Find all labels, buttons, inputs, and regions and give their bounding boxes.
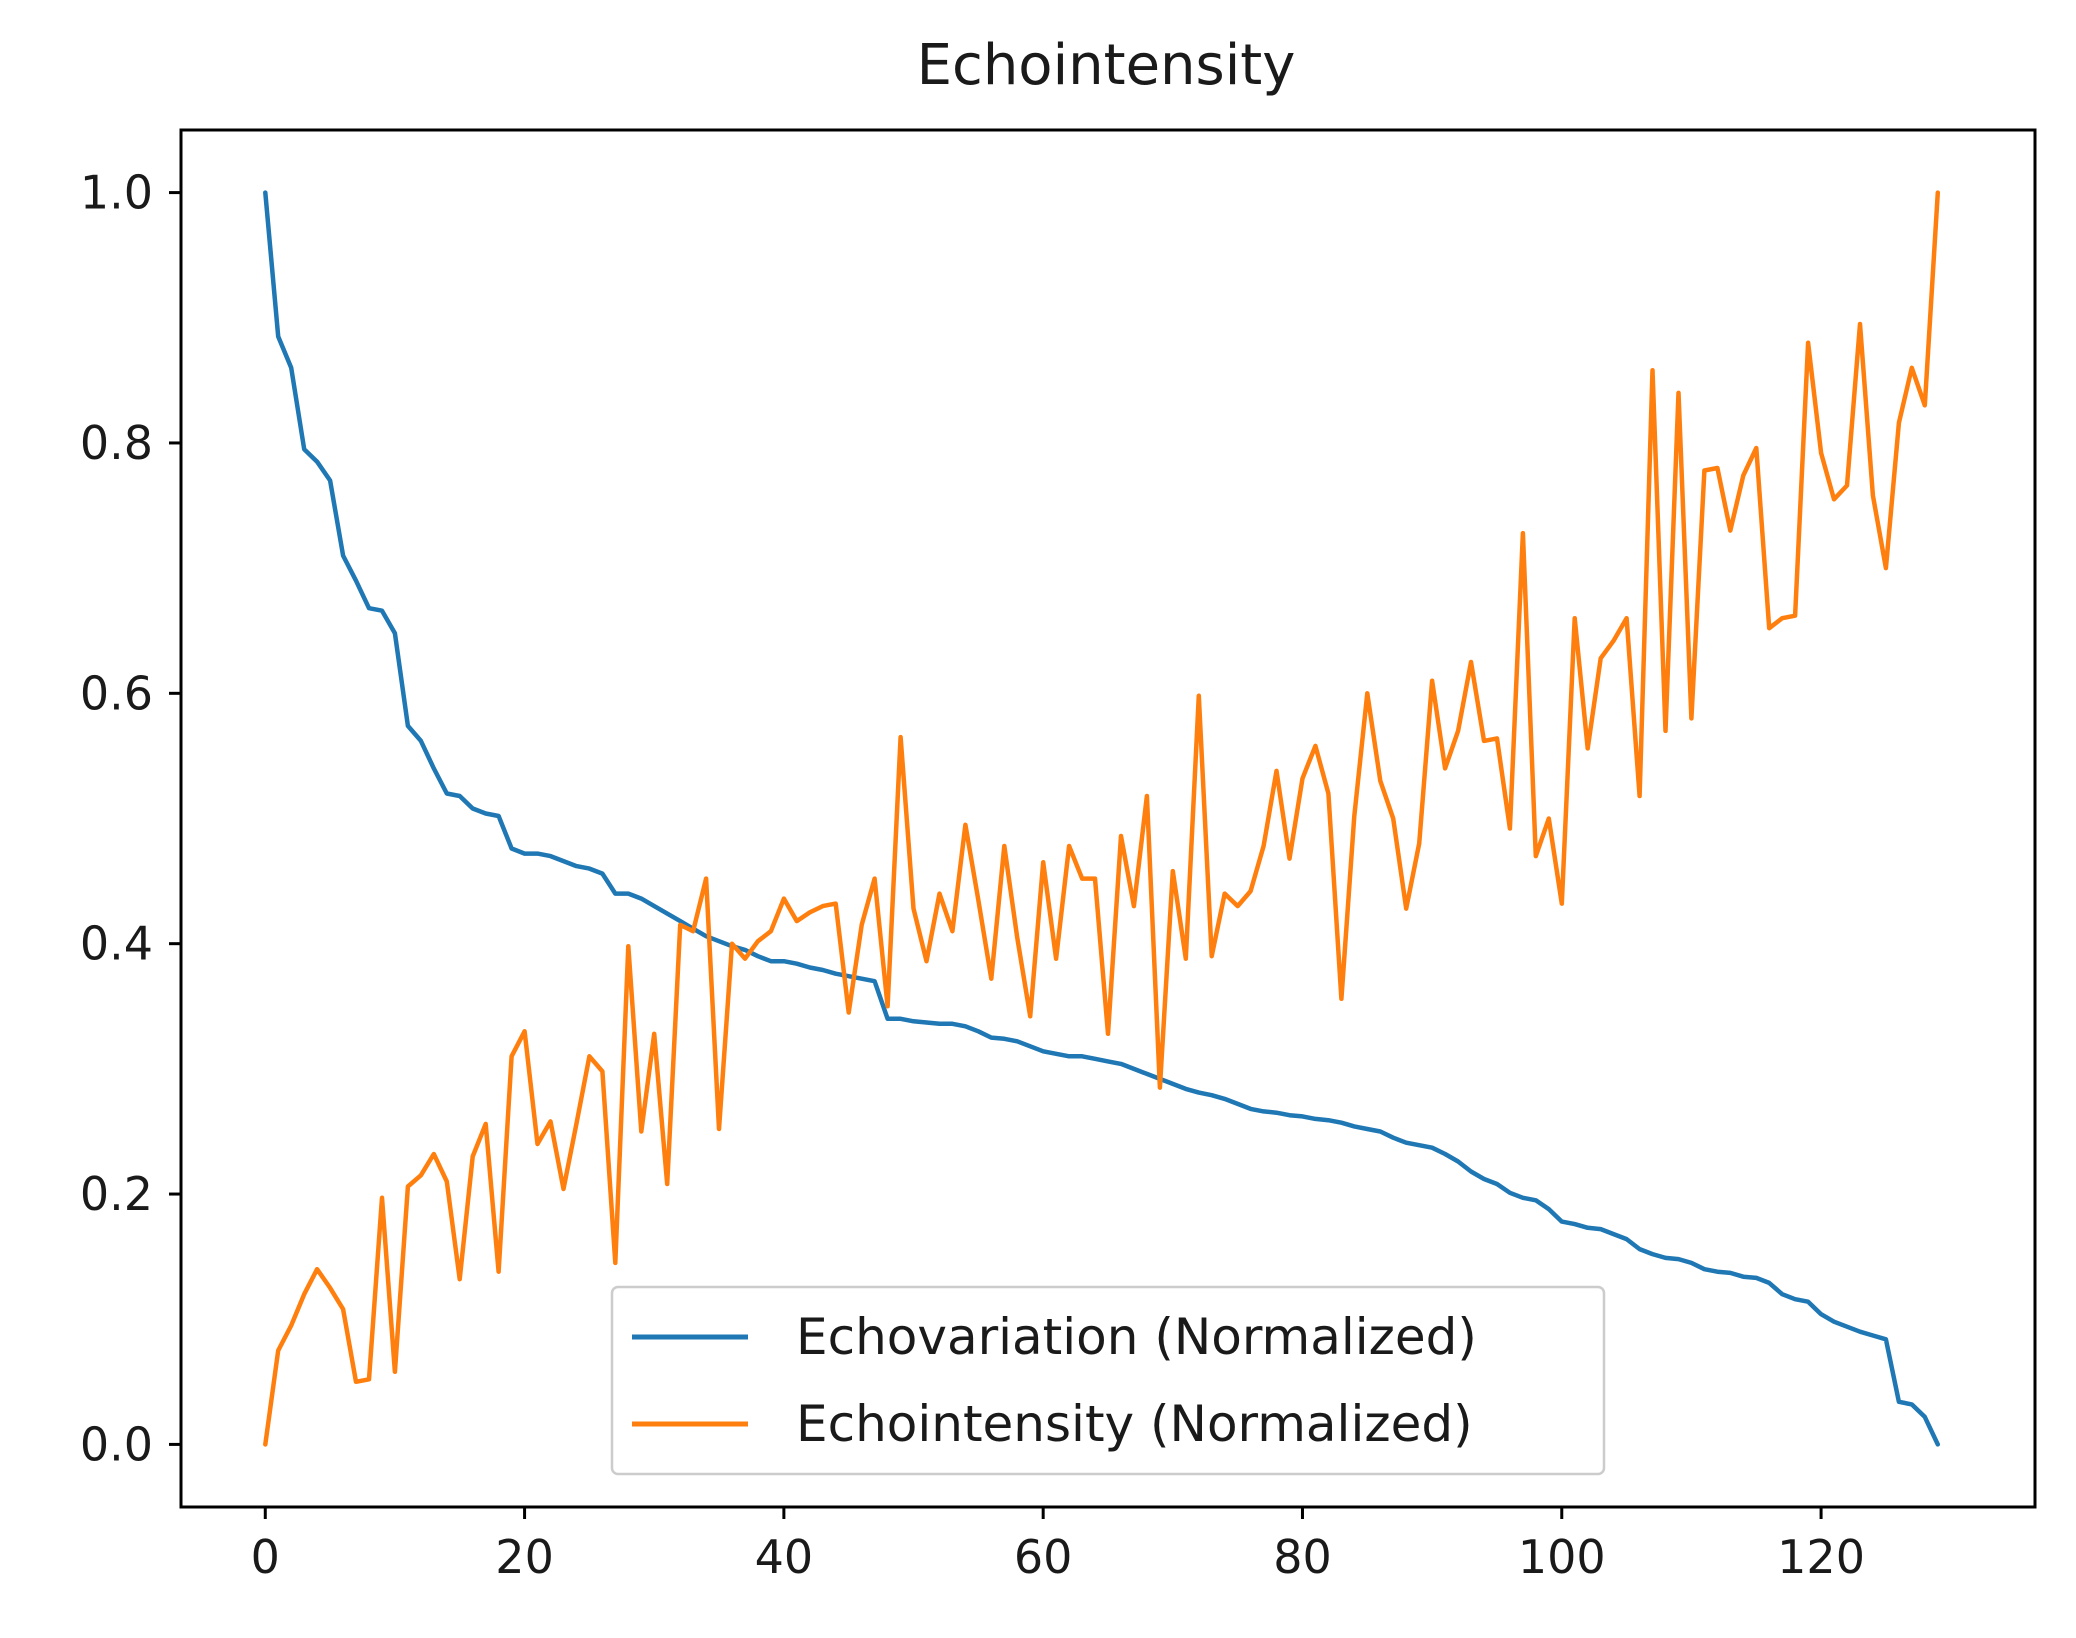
x-tick-label: 20	[495, 1530, 554, 1584]
x-tick-label: 120	[1777, 1530, 1865, 1584]
legend-box	[610, 1285, 1606, 1476]
y-tick-label: 0.4	[80, 917, 153, 971]
legend-label-echovariation: Echovariation (Normalized)	[796, 1308, 1477, 1366]
series-layer	[263, 190, 1941, 1447]
legend: Echovariation (Normalized) Echointensity…	[610, 1285, 1606, 1476]
x-axis: 0 20 40 60 80 100 120	[251, 1507, 1865, 1584]
plot-frame	[179, 128, 2037, 1509]
series-line-echovariation	[263, 190, 1941, 1447]
y-tick-label: 0.6	[80, 666, 153, 720]
x-tick-label: 100	[1518, 1530, 1606, 1584]
y-axis: 0.0 0.2 0.4 0.6 0.8 1.0	[80, 166, 181, 1471]
legend-label-echointensity: Echointensity (Normalized)	[796, 1395, 1473, 1453]
y-tick-label: 0.2	[80, 1167, 153, 1221]
y-tick-label: 1.0	[80, 166, 153, 220]
x-tick-label: 0	[251, 1530, 280, 1584]
y-tick-label: 0.0	[80, 1417, 153, 1471]
x-tick-label: 60	[1014, 1530, 1073, 1584]
chart-title: Echointensity	[917, 33, 1296, 98]
series-line-echointensity	[263, 190, 1941, 1447]
x-tick-label: 40	[755, 1530, 814, 1584]
y-tick-label: 0.8	[80, 416, 153, 470]
x-tick-label: 80	[1273, 1530, 1332, 1584]
